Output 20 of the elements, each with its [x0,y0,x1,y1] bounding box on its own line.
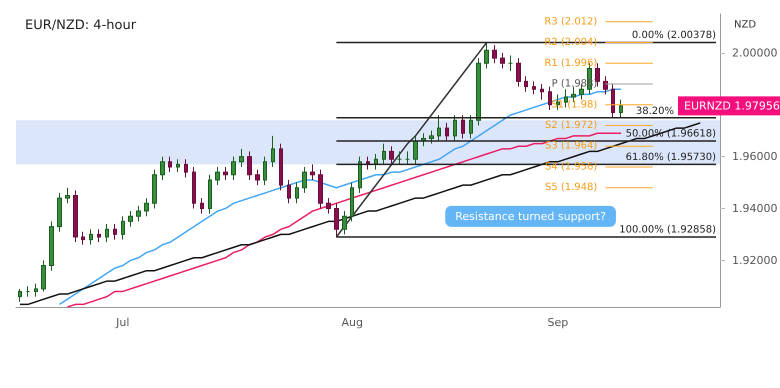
series-label: 38.20% [636,106,674,118]
x-tick-label: Jul [115,316,130,329]
annotation: Resistance turned support? [455,210,606,223]
series-label: 61.80% (1.95730) [626,152,716,163]
chart-title: EUR/NZD: 4-hour [25,18,137,33]
annotation: EURNZD 1.97956 [684,99,780,112]
series-label: R3 (2.012) [544,16,598,28]
x-tick-label: Aug [341,316,363,329]
series-label: S5 (1.948) [544,182,598,194]
y-tick-label: 2.00000 [732,46,778,60]
series-label: 0.00% (2.00378) [632,30,716,42]
series-label: R1 (1.996) [544,58,598,69]
x-tick-label: Sep [547,316,568,329]
series-label: S2 (1.972) [544,120,598,131]
series-label: 100.00% (1.92858) [619,224,716,236]
y-axis-title: NZD [734,20,756,30]
y-tick-label: 1.94000 [732,202,778,215]
y-tick-label: 1.96000 [732,150,778,164]
series-label: S3 (1.964) [544,140,598,152]
y-tick-label: 1.92000 [732,254,778,267]
